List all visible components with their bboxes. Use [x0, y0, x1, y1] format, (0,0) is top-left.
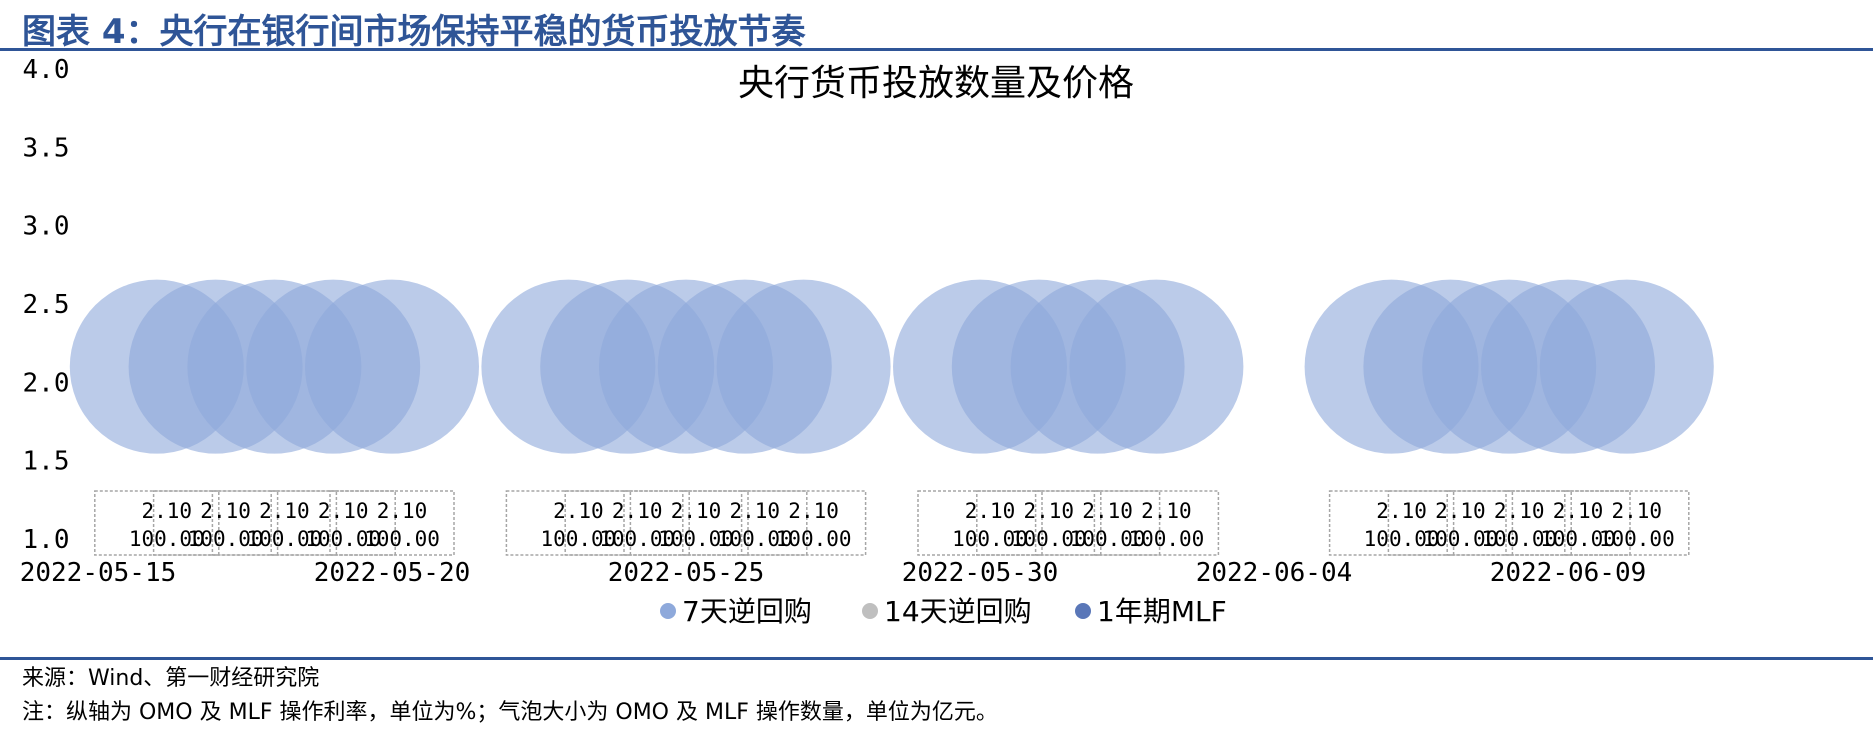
- data-label-box: [564, 490, 690, 556]
- data-label-rate: 2.10: [377, 499, 428, 523]
- data-label-amount: 100.00: [305, 527, 381, 551]
- data-label-rate: 2.10: [612, 499, 663, 523]
- data-label-box: [94, 490, 220, 556]
- data-label-amount: 100.00: [246, 527, 322, 551]
- data-label-box: [1387, 490, 1514, 556]
- data-label-rate: 2.10: [730, 499, 781, 523]
- data-label-amount: 100.00: [1599, 527, 1675, 551]
- data-label-box: [329, 490, 455, 556]
- data-label-rate: 2.10: [1082, 499, 1133, 523]
- legend-label: 1年期MLF: [1097, 595, 1227, 628]
- figure-footer: 来源：Wind、第一财经研究院 注：纵轴为 OMO 及 MLF 操作利率，单位为…: [22, 662, 998, 730]
- data-label-rate: 2.10: [318, 499, 369, 523]
- x-tick-label: 2022-05-15: [20, 558, 177, 588]
- data-label-amount: 100.00: [1481, 527, 1557, 551]
- x-tick-label: 2022-06-09: [1490, 558, 1647, 588]
- data-label-box: [1446, 490, 1572, 556]
- data-label-amount: 100.00: [717, 527, 793, 551]
- bubble: [305, 279, 479, 454]
- y-tick-label: 1.5: [23, 447, 70, 477]
- data-label-amount: 100.00: [540, 527, 616, 551]
- data-label-box: [1328, 490, 1455, 556]
- y-tick-label: 3.5: [23, 133, 70, 163]
- header-rule: [0, 48, 1873, 51]
- x-tick-label: 2022-05-30: [902, 558, 1059, 588]
- data-label-rate: 2.10: [788, 499, 839, 523]
- data-label-box: [505, 490, 632, 556]
- data-label-amount: 100.00: [952, 527, 1028, 551]
- legend-label: 14天逆回购: [884, 595, 1032, 628]
- y-tick-label: 1.0: [23, 525, 70, 555]
- data-label-box: [623, 490, 749, 556]
- data-label-box: [1093, 490, 1220, 556]
- legend-marker: [862, 603, 878, 619]
- bubble: [716, 279, 891, 454]
- data-label-amount: 100.00: [1364, 527, 1440, 551]
- x-tick-label: 2022-05-25: [608, 558, 765, 588]
- chart-title: 央行货币投放数量及价格: [738, 63, 1134, 104]
- data-label-amount: 100.00: [599, 527, 675, 551]
- bubble-chart: 央行货币投放数量及价格 4.0 3.5 3.0 2.5 2.0 1.5 1.0 2.10 100.…: [20, 55, 1714, 628]
- axis-note: 注：纵轴为 OMO 及 MLF 操作利率，单位为%；气泡大小为 OMO 及 ML…: [22, 700, 998, 725]
- data-label-box: [976, 490, 1102, 556]
- data-label-box: [1505, 490, 1631, 556]
- data-label-amount: 100.00: [1540, 527, 1616, 551]
- legend-marker: [660, 603, 676, 619]
- data-label-rate: 2.10: [259, 499, 310, 523]
- data-label-amount: 100.00: [1070, 527, 1146, 551]
- data-label-rate: 2.10: [1612, 499, 1663, 523]
- data-label-box: [211, 490, 338, 556]
- data-label-box: [740, 490, 867, 556]
- data-label-rate: 2.10: [553, 499, 604, 523]
- legend-marker: [1075, 603, 1091, 619]
- figure-header: 图表 4：央行在银行间市场保持平稳的货币投放节奏: [0, 0, 1873, 52]
- y-tick-label: 2.5: [23, 290, 70, 320]
- x-tick-label: 2022-05-20: [314, 558, 471, 588]
- data-label-box: [152, 490, 279, 556]
- data-label-amount: 100.00: [776, 527, 852, 551]
- data-label-rate: 2.10: [142, 499, 193, 523]
- data-label-rate: 2.10: [1553, 499, 1604, 523]
- data-label-amount: 100.00: [1011, 527, 1087, 551]
- bubble: [1539, 279, 1714, 454]
- data-label-rate: 2.10: [965, 499, 1016, 523]
- data-label-rate: 2.10: [671, 499, 722, 523]
- data-label-amount: 100.00: [364, 527, 440, 551]
- data-label-amount: 100.00: [1128, 527, 1204, 551]
- data-label-box: [1034, 490, 1161, 556]
- y-tick-label: 3.0: [23, 212, 70, 242]
- data-label-box: [682, 490, 808, 556]
- data-label-amount: 100.00: [188, 527, 264, 551]
- data-label-rate: 2.10: [1024, 499, 1075, 523]
- data-label-rate: 2.10: [200, 499, 251, 523]
- figure-title: 图表 4：央行在银行间市场保持平稳的货币投放节奏: [22, 12, 806, 52]
- y-tick-label: 2.0: [23, 368, 70, 398]
- footer-rule: [0, 657, 1873, 660]
- source-note: 来源：Wind、第一财经研究院: [22, 666, 320, 691]
- y-tick-label: 4.0: [23, 55, 70, 85]
- data-label-box: [1564, 490, 1690, 556]
- data-label-box: [917, 490, 1043, 556]
- legend-label: 7天逆回购: [682, 595, 812, 628]
- data-label-rate: 2.10: [1376, 499, 1427, 523]
- x-tick-label: 2022-06-04: [1196, 558, 1353, 588]
- data-label-amount: 100.00: [1422, 527, 1498, 551]
- data-label-rate: 2.10: [1435, 499, 1486, 523]
- data-label-box: [270, 490, 396, 556]
- data-label-amount: 100.00: [129, 527, 205, 551]
- data-label-amount: 100.00: [658, 527, 734, 551]
- data-label-rate: 2.10: [1141, 499, 1192, 523]
- bubble: [1069, 279, 1244, 454]
- data-label-rate: 2.10: [1494, 499, 1545, 523]
